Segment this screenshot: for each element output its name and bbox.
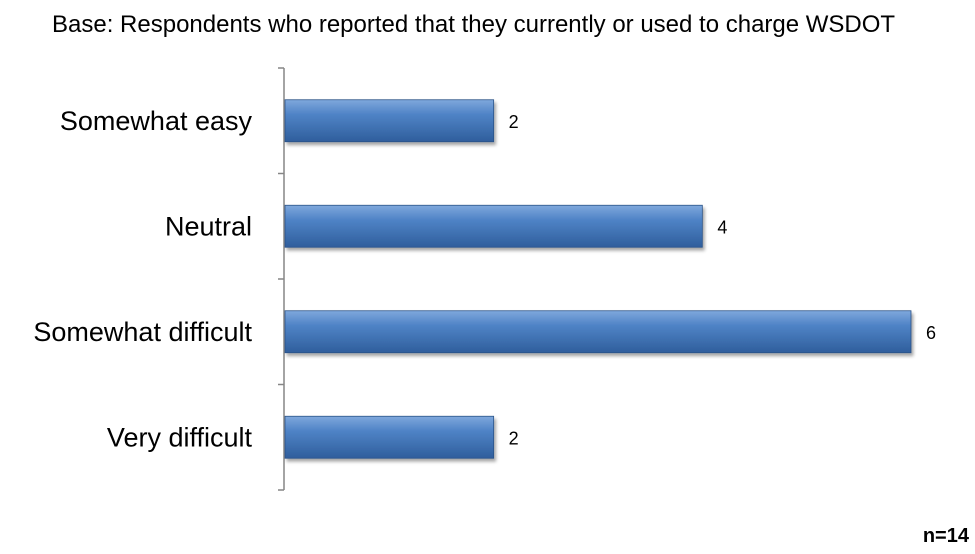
data-label: 4 — [717, 217, 727, 237]
data-label: 2 — [509, 428, 519, 448]
bar-1 — [285, 205, 702, 247]
data-label: 2 — [509, 112, 519, 132]
y-axis — [278, 68, 284, 490]
category-label: Somewhat difficult — [33, 317, 252, 347]
bar-0 — [285, 100, 494, 142]
labels: Somewhat easy 2 Neutral 4 Somewhat difficult… — [33, 106, 936, 453]
category-label: Very difficult — [107, 422, 253, 452]
category-label: Neutral — [165, 211, 252, 241]
bar-3 — [285, 416, 494, 458]
bar-2 — [285, 311, 911, 353]
category-label: Somewhat easy — [60, 106, 253, 136]
sample-size-label: n=14 — [923, 525, 969, 548]
bars — [285, 100, 911, 459]
data-label: 6 — [926, 323, 936, 343]
